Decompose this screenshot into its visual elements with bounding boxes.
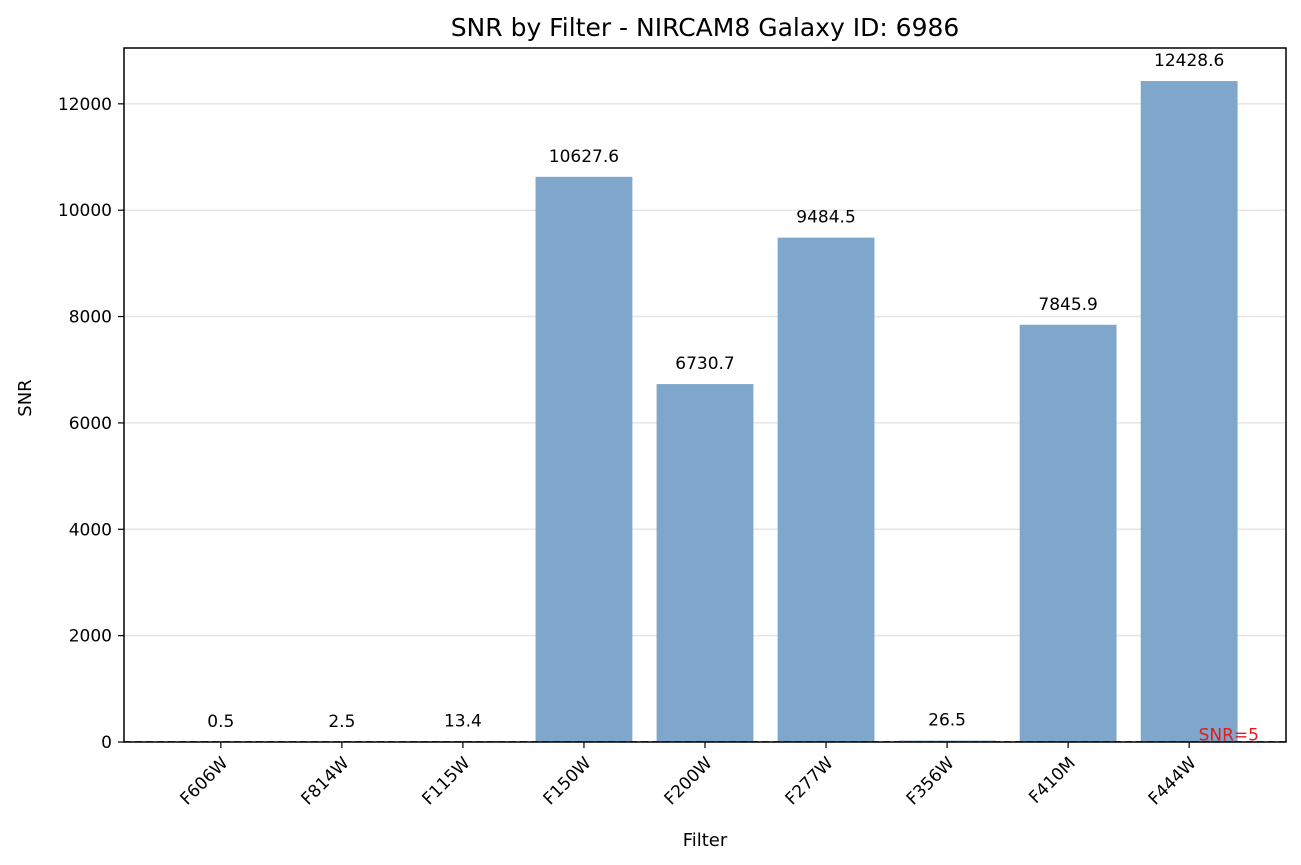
bar <box>1140 81 1238 743</box>
data-label: 0.5 <box>207 712 234 732</box>
data-label: 2.5 <box>328 712 355 732</box>
x-tick-label: F277W <box>782 753 838 809</box>
y-tick-label: 8000 <box>69 308 112 328</box>
x-tick-label: F814W <box>298 753 354 809</box>
data-labels: 0.5 2.5 13.4 10627.6 6730.7 9484.5 26.5 7845.9 1… <box>207 51 1224 732</box>
data-label: 10627.6 <box>549 147 619 167</box>
data-label: 7845.9 <box>1038 295 1097 315</box>
bar <box>777 237 875 742</box>
x-tick-label: F200W <box>661 753 717 809</box>
threshold-label: SNR=5 <box>1199 726 1259 746</box>
x-tick-label: F444W <box>1145 753 1201 809</box>
y-tick-label: 10000 <box>58 201 112 221</box>
x-tick-label: F410M <box>1025 753 1079 807</box>
data-label: 9484.5 <box>796 208 855 228</box>
bar <box>656 384 754 742</box>
data-label: 26.5 <box>928 711 966 731</box>
bar <box>1019 324 1117 742</box>
x-tick-label: F150W <box>540 753 596 809</box>
bars <box>172 81 1238 743</box>
x-tick-label: F115W <box>419 753 475 809</box>
data-label: 12428.6 <box>1154 51 1224 71</box>
y-axis-label: SNR <box>15 379 36 416</box>
y-tick-label: 2000 <box>69 627 112 647</box>
y-tick-label: 0 <box>101 733 112 753</box>
data-label: 13.4 <box>444 711 482 731</box>
y-tick-label: 6000 <box>69 414 112 434</box>
x-tick-label: F606W <box>176 753 232 809</box>
x-axis-label: Filter <box>683 830 728 851</box>
chart-title: SNR by Filter - NIRCAM8 Galaxy ID: 6986 <box>451 13 960 42</box>
data-label: 6730.7 <box>675 354 734 374</box>
bar <box>535 176 633 742</box>
y-tick-label: 4000 <box>69 520 112 540</box>
plot-frame <box>123 47 1287 743</box>
x-tick-label: F356W <box>903 753 959 809</box>
y-tick-label: 12000 <box>58 95 112 115</box>
